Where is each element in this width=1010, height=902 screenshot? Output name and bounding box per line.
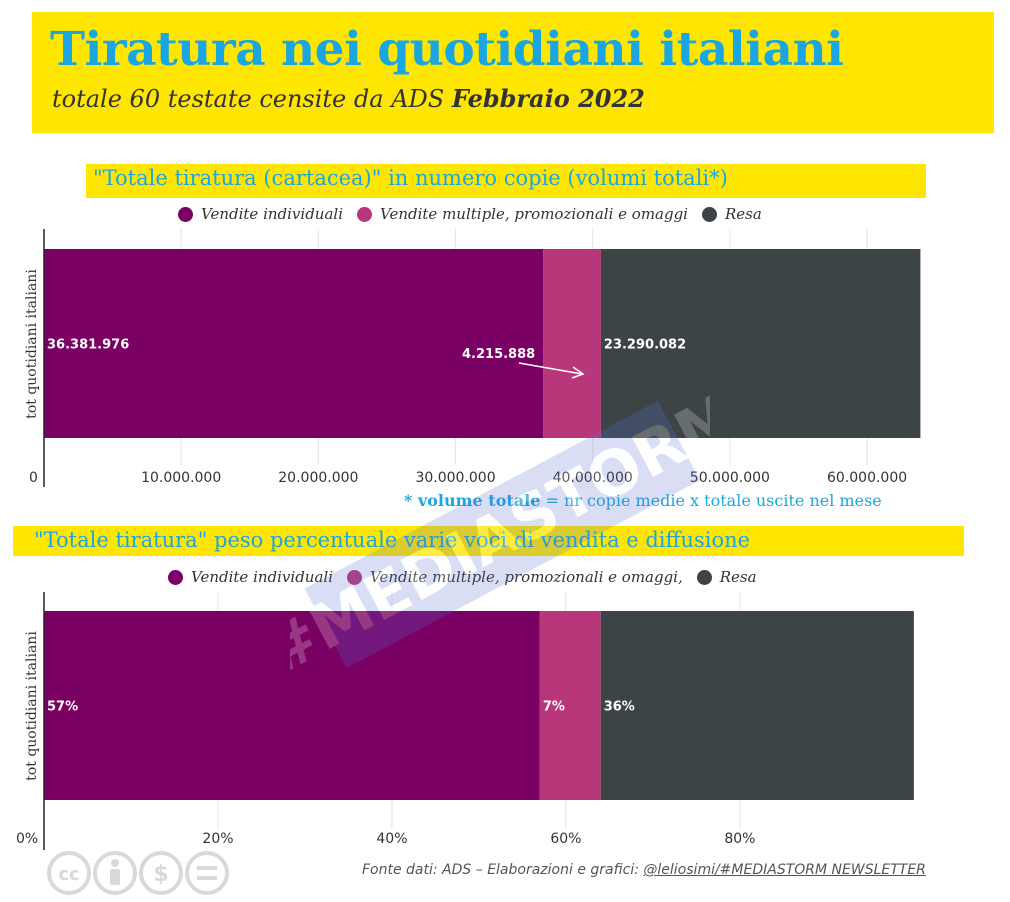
legend-item: Resa [696,568,757,586]
data-label: 36.381.976 [47,338,129,353]
svg-text:$: $ [153,862,168,887]
x-tick-label: 60.000.000 [827,470,907,486]
chart1-bars [44,249,921,438]
legend-dot [696,569,712,585]
chart1-tick-labels: 0 10.000.000 20.000.000 30.000.000 40.000.00… [29,470,907,486]
chart1-title-band [86,164,926,198]
legend-item: Vendite individuali [168,568,333,586]
legend-label: Resa [724,205,762,223]
x-tick-label: 10.000.000 [141,470,221,486]
legend-dot [701,206,717,222]
x-tick-label: 30.000.000 [415,470,495,486]
chart1-title: "Totale tiratura (cartacea)" in numero c… [93,166,728,190]
subtitle-prefix: totale 60 testate censite da ADS [52,85,452,113]
x-tick-label: 0 [29,470,38,486]
x-tick-label: 20.000.000 [278,470,358,486]
bar-segment [543,249,601,438]
volume-note: * volume totale = nr copie medie x total… [404,491,882,510]
legend-label: Vendite individuali [201,205,343,223]
chart1-data-labels: 36.381.976 4.215.888 23.290.082 [47,338,686,363]
source-footer: Fonte dati: ADS – Elaborazioni e grafici… [362,862,926,878]
nc-icon: $ [139,851,183,895]
cc-icon: cc [47,851,91,895]
bar-segment [44,249,544,438]
bar-segment [600,249,921,438]
legend-label: Vendite multiple, promozionali e omaggi, [370,568,683,586]
chart2-title-band [13,526,964,556]
arrow-annotation [518,362,585,379]
legend-item: Resa [701,205,762,223]
legend-label: Vendite multiple, promozionali e omaggi [380,205,688,223]
chart1-legend: Vendite individuali Vendite multiple, pr… [178,205,776,223]
header-banner [32,12,994,133]
footer-prefix: Fonte dati: ADS – Elaborazioni e grafici… [362,862,644,878]
svg-text:cc: cc [58,864,79,885]
cc-license: cc $ [47,851,229,895]
chart2-legend: Vendite individuali Vendite multiple, pr… [168,568,771,586]
chart1-ylabel: tot quotidiani italiani [24,269,40,419]
data-label: 4.215.888 [462,347,535,362]
page-title: Tiratura nei quotidiani italiani [50,22,844,77]
chart2-title: "Totale tiratura" peso percentuale varie… [34,528,751,552]
legend-dot [168,569,183,585]
data-label: 23.290.082 [604,338,686,353]
legend-dot [357,206,372,222]
legend-label: Resa [719,568,757,586]
page-subtitle: totale 60 testate censite da ADS Febbrai… [52,84,645,113]
legend-label: Vendite individuali [191,568,333,586]
legend-dot [178,206,193,222]
legend-item: Vendite multiple, promozionali e omaggi [357,205,688,223]
footer-handle-link[interactable]: @leliosimi/#MEDIASTORM NEWSLETTER [643,862,926,878]
subtitle-date: Febbraio 2022 [451,84,645,113]
note-rest: = nr copie medie x totale uscite nel mes… [540,491,882,510]
by-icon [93,851,137,895]
nd-icon [185,851,229,895]
x-tick-label: 50.000.000 [690,470,770,486]
legend-dot [347,569,362,585]
note-bold: * volume totale [404,491,541,510]
legend-item: Vendite individuali [178,205,343,223]
x-tick-label: 40.000.000 [553,470,633,486]
legend-item: Vendite multiple, promozionali e omaggi, [347,568,683,586]
